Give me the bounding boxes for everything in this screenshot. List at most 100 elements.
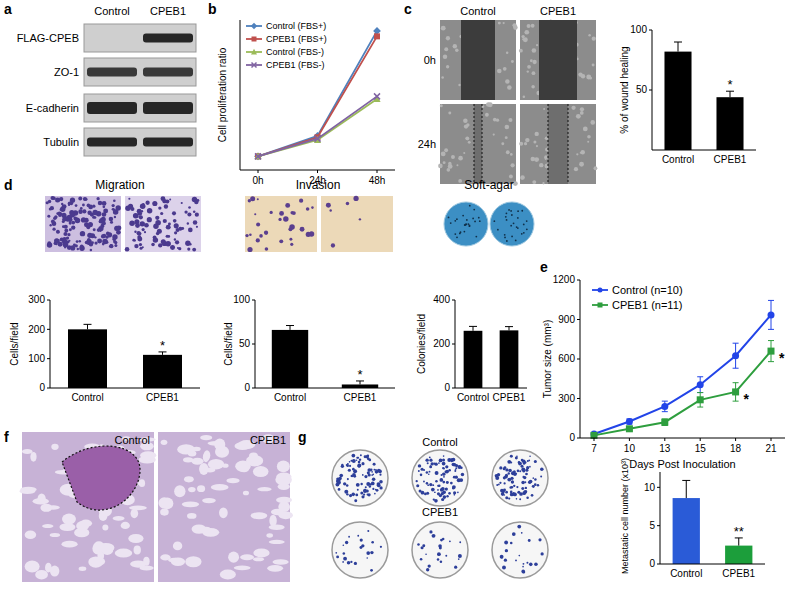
agar-colony xyxy=(469,205,471,207)
colony xyxy=(519,492,523,496)
stained-cell xyxy=(147,217,152,222)
error-bar xyxy=(84,324,92,329)
chart-title: Invasion xyxy=(296,178,341,192)
agar-colony xyxy=(456,236,458,238)
stained-cell xyxy=(306,232,311,237)
stained-cell xyxy=(178,227,182,231)
cell-texture xyxy=(466,137,469,140)
stained-cell xyxy=(116,230,121,235)
cell-texture xyxy=(509,118,513,122)
error-bar xyxy=(286,326,294,330)
colony xyxy=(342,544,344,546)
alveolus xyxy=(257,553,266,557)
colony xyxy=(360,491,363,494)
stained-cell xyxy=(75,204,78,207)
cell-texture xyxy=(534,157,539,162)
stained-cell xyxy=(112,204,115,207)
stained-cell xyxy=(103,205,106,208)
cell-texture xyxy=(527,65,531,69)
colony xyxy=(507,460,511,464)
error-cap xyxy=(662,411,668,412)
stained-cell xyxy=(279,239,283,243)
plate xyxy=(332,450,388,506)
stained-cell xyxy=(64,225,68,229)
colony xyxy=(515,559,517,561)
cell-texture xyxy=(464,124,468,128)
stained-cell xyxy=(91,241,94,244)
bar xyxy=(716,97,743,150)
stained-cell xyxy=(58,231,60,233)
alveolus xyxy=(121,522,130,529)
colony-plates: ControlCPEB1 xyxy=(332,436,548,578)
row-label: FLAG-CPEB xyxy=(17,32,79,44)
cell-texture xyxy=(536,145,538,147)
lung-section xyxy=(22,432,154,582)
alveolus xyxy=(197,485,205,492)
western-blot: ControlCPEB1FLAG-CPEBZO-1E-cadherinTubul… xyxy=(17,5,196,156)
cell-texture xyxy=(501,142,504,145)
cell-texture xyxy=(520,175,525,180)
y-tick-label: 1200 xyxy=(553,274,576,285)
agar-well xyxy=(444,202,488,246)
stained-cell xyxy=(140,204,146,210)
error-cap xyxy=(768,340,774,341)
cell-texture xyxy=(580,107,584,111)
error-bar xyxy=(768,341,774,362)
cell-texture xyxy=(455,49,459,53)
x-tick-label: Control xyxy=(670,568,702,579)
stained-cell xyxy=(245,234,248,237)
colony xyxy=(368,459,371,462)
stained-cell xyxy=(283,216,288,221)
stained-cell xyxy=(47,215,50,218)
colony xyxy=(445,487,448,490)
colony xyxy=(373,463,376,466)
cell-texture xyxy=(583,126,588,131)
stained-cell xyxy=(67,233,70,236)
wound-gap xyxy=(548,104,568,184)
colony xyxy=(505,549,508,552)
agar-colony xyxy=(467,223,469,225)
alveolus xyxy=(128,534,143,543)
marker xyxy=(768,311,775,318)
y-tick xyxy=(649,90,652,91)
alveolus xyxy=(174,485,185,497)
cell-texture xyxy=(579,162,584,167)
colony xyxy=(374,469,376,471)
line-chart: Cell proliferation ratio0h24h48hControl … xyxy=(217,20,395,186)
stained-cell xyxy=(153,224,158,229)
error-stem xyxy=(87,324,88,329)
colony xyxy=(366,557,368,559)
colony xyxy=(537,484,540,487)
error-bar xyxy=(662,401,668,412)
alveolus xyxy=(234,442,250,450)
colony xyxy=(502,566,506,570)
agar-colony xyxy=(473,209,475,211)
stained-cell xyxy=(94,241,97,244)
stained-cell xyxy=(81,217,86,222)
marker xyxy=(661,419,668,426)
colony xyxy=(521,481,525,485)
colony xyxy=(442,458,445,461)
colony xyxy=(496,484,498,486)
marker xyxy=(315,136,321,142)
colony xyxy=(424,493,427,496)
cell-texture xyxy=(532,48,537,53)
error-cap xyxy=(733,382,739,383)
colony xyxy=(366,482,370,486)
stained-cell xyxy=(52,228,55,231)
significance: * xyxy=(744,391,750,407)
colony xyxy=(519,470,521,472)
significance: * xyxy=(357,367,362,382)
alveolus xyxy=(205,467,216,472)
colony xyxy=(458,479,460,481)
error-cap xyxy=(697,392,703,393)
colony xyxy=(336,555,339,558)
series-line xyxy=(258,31,377,156)
cell-texture xyxy=(533,140,536,143)
stained-cell xyxy=(196,199,199,202)
colony xyxy=(518,555,520,557)
stained-cell xyxy=(188,206,191,209)
colony xyxy=(450,482,453,485)
alveolus xyxy=(115,549,132,558)
stained-cell xyxy=(48,200,51,203)
